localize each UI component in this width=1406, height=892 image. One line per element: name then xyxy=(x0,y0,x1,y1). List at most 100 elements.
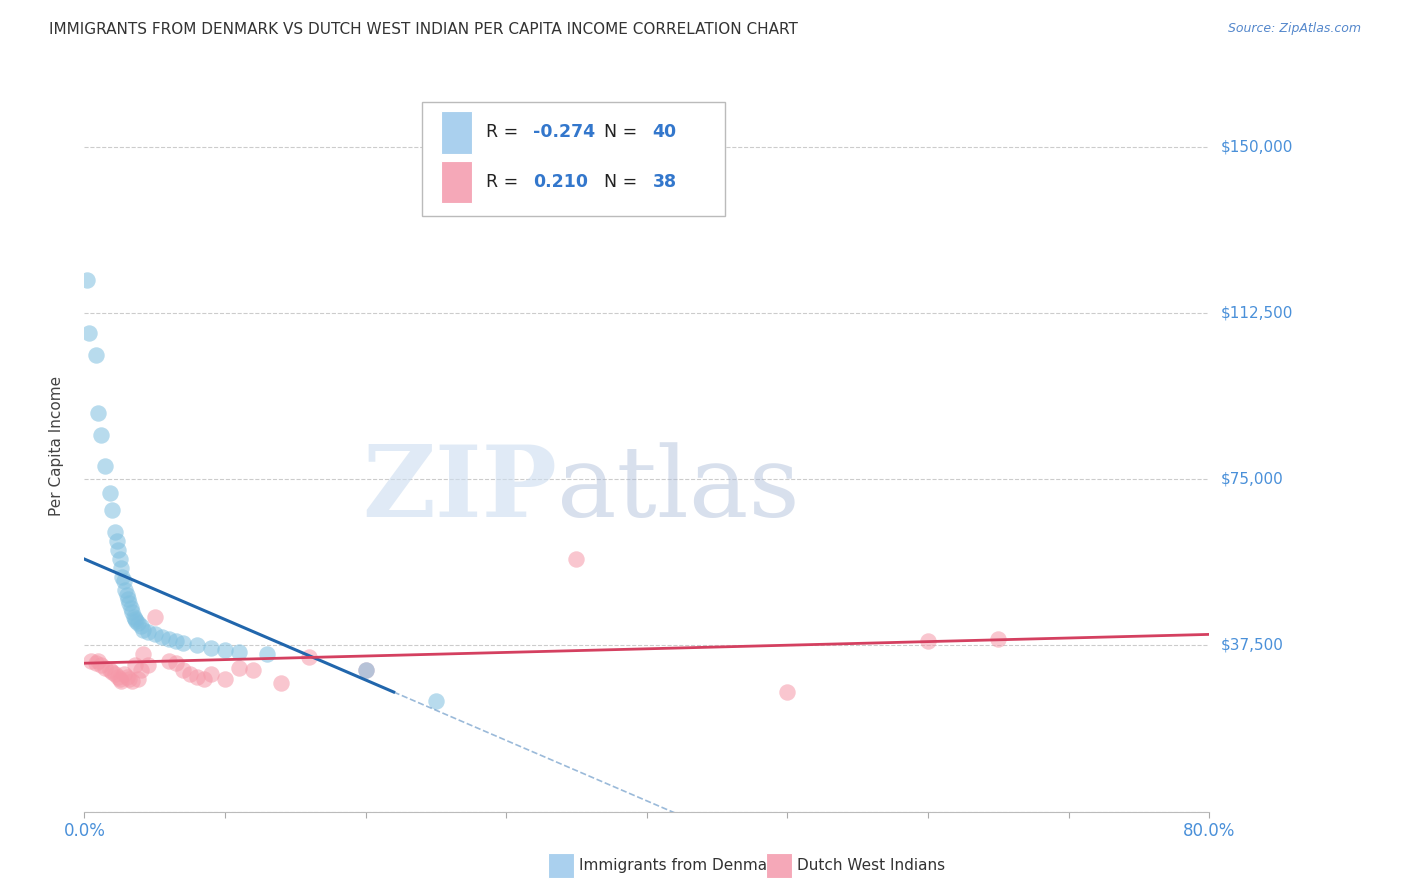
Point xyxy=(122,609,145,624)
Point xyxy=(117,591,139,606)
Point xyxy=(121,605,143,619)
Text: 40: 40 xyxy=(652,123,676,142)
Text: 0.210: 0.210 xyxy=(533,173,588,191)
FancyBboxPatch shape xyxy=(441,161,472,203)
Text: IMMIGRANTS FROM DENMARK VS DUTCH WEST INDIAN PER CAPITA INCOME CORRELATION CHART: IMMIGRANTS FROM DENMARK VS DUTCH WEST IN… xyxy=(49,22,799,37)
Point xyxy=(127,616,149,631)
Point xyxy=(107,669,129,683)
Point xyxy=(132,648,155,662)
Point xyxy=(214,643,236,657)
Point xyxy=(157,632,180,646)
Point xyxy=(125,614,148,628)
Point xyxy=(80,654,103,668)
Point xyxy=(104,667,127,681)
Point xyxy=(115,669,138,683)
Point xyxy=(107,543,129,558)
Point xyxy=(143,627,166,641)
Point xyxy=(354,663,377,677)
Point xyxy=(84,657,107,671)
Point xyxy=(186,639,208,653)
Point xyxy=(98,663,121,677)
Point xyxy=(114,583,136,598)
Point xyxy=(242,663,264,677)
Point xyxy=(118,672,141,686)
Point xyxy=(87,654,110,668)
Point xyxy=(90,428,112,442)
Point xyxy=(110,561,132,575)
Point xyxy=(110,673,132,688)
FancyBboxPatch shape xyxy=(422,103,725,216)
Point xyxy=(112,667,135,681)
Point xyxy=(354,663,377,677)
Point xyxy=(94,458,117,473)
Point xyxy=(132,623,155,637)
Point xyxy=(108,672,131,686)
Point xyxy=(193,672,215,686)
Point xyxy=(270,676,292,690)
Text: $75,000: $75,000 xyxy=(1220,472,1284,487)
Point xyxy=(118,596,141,610)
Point xyxy=(917,634,939,648)
FancyBboxPatch shape xyxy=(441,112,472,153)
Y-axis label: Per Capita Income: Per Capita Income xyxy=(49,376,63,516)
Point xyxy=(256,648,278,662)
Point xyxy=(425,694,447,708)
Point xyxy=(76,273,98,287)
Point xyxy=(136,658,159,673)
Point xyxy=(298,649,321,664)
Point xyxy=(165,634,187,648)
Point xyxy=(172,663,194,677)
Text: R =: R = xyxy=(486,173,529,191)
Point xyxy=(200,667,222,681)
Text: Dutch West Indians: Dutch West Indians xyxy=(797,858,945,872)
Point xyxy=(115,587,138,601)
Point xyxy=(179,667,201,681)
Point xyxy=(186,669,208,683)
Point xyxy=(165,657,187,671)
Point xyxy=(120,600,142,615)
Point xyxy=(987,632,1010,646)
Text: $150,000: $150,000 xyxy=(1220,139,1292,154)
Point xyxy=(172,636,194,650)
Point xyxy=(105,534,128,549)
Point xyxy=(776,685,799,699)
Text: N =: N = xyxy=(605,173,643,191)
Point xyxy=(101,503,124,517)
Point xyxy=(87,406,110,420)
Text: N =: N = xyxy=(605,123,643,142)
Point xyxy=(157,654,180,668)
Point xyxy=(94,660,117,674)
Point xyxy=(112,574,135,589)
Point xyxy=(136,625,159,640)
Point xyxy=(127,672,149,686)
Text: -0.274: -0.274 xyxy=(533,123,595,142)
Text: $112,500: $112,500 xyxy=(1220,306,1292,320)
Point xyxy=(214,672,236,686)
Point xyxy=(101,665,124,679)
Text: Source: ZipAtlas.com: Source: ZipAtlas.com xyxy=(1227,22,1361,36)
Point xyxy=(111,570,134,584)
Text: R =: R = xyxy=(486,123,523,142)
Point xyxy=(124,658,146,673)
Point xyxy=(150,630,173,644)
Point xyxy=(200,640,222,655)
Point xyxy=(228,645,250,659)
Point xyxy=(98,485,121,500)
Point xyxy=(108,552,131,566)
Text: ZIP: ZIP xyxy=(361,442,557,539)
Point xyxy=(121,673,143,688)
Point xyxy=(129,663,152,677)
Point xyxy=(84,348,107,362)
Text: Immigrants from Denmark: Immigrants from Denmark xyxy=(579,858,783,872)
Point xyxy=(90,658,112,673)
Point xyxy=(104,525,127,540)
Text: atlas: atlas xyxy=(557,442,800,538)
Point xyxy=(129,618,152,632)
Point xyxy=(143,609,166,624)
Point xyxy=(124,612,146,626)
Point xyxy=(565,552,588,566)
Text: $37,500: $37,500 xyxy=(1220,638,1284,653)
Text: 38: 38 xyxy=(652,173,676,191)
Point xyxy=(77,326,100,340)
Point xyxy=(228,660,250,674)
